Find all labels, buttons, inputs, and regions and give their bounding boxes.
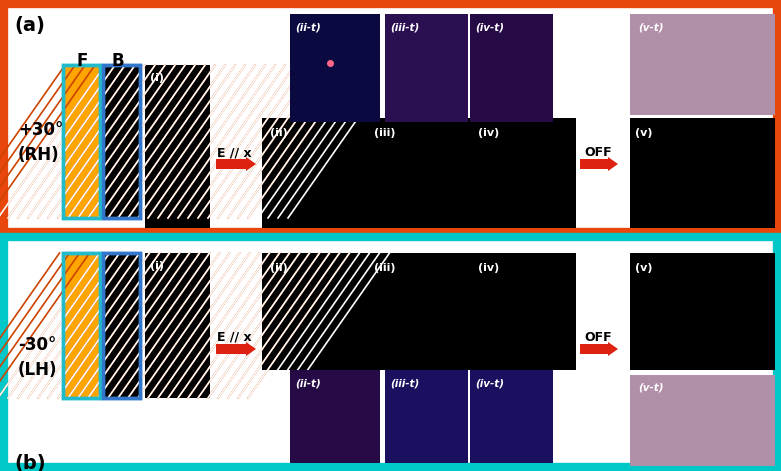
Bar xyxy=(4,4,777,232)
Text: (iii): (iii) xyxy=(374,128,395,138)
FancyArrow shape xyxy=(580,157,618,171)
FancyArrow shape xyxy=(580,342,618,356)
Text: E // x: E // x xyxy=(216,146,251,159)
Text: (iv-t): (iv-t) xyxy=(475,378,504,388)
Bar xyxy=(290,14,380,122)
Text: (RH): (RH) xyxy=(18,146,59,164)
Bar xyxy=(63,253,100,398)
Bar xyxy=(103,253,140,398)
Text: (iv-t): (iv-t) xyxy=(475,22,504,32)
Bar xyxy=(145,65,210,228)
Text: E // x: E // x xyxy=(216,331,251,344)
Text: (a): (a) xyxy=(14,16,45,35)
Text: (v): (v) xyxy=(635,128,652,138)
Text: (v-t): (v-t) xyxy=(638,22,664,32)
Bar xyxy=(470,14,553,122)
Text: (LH): (LH) xyxy=(18,361,58,379)
Bar xyxy=(630,375,775,466)
Bar xyxy=(4,237,777,467)
Bar xyxy=(63,65,100,218)
Text: (i): (i) xyxy=(150,73,164,83)
Bar xyxy=(262,118,576,228)
Bar xyxy=(385,14,468,122)
Bar xyxy=(103,65,140,218)
Text: (ii-t): (ii-t) xyxy=(295,378,321,388)
FancyArrow shape xyxy=(216,157,256,171)
Text: (v): (v) xyxy=(635,263,652,273)
Bar xyxy=(63,65,100,218)
Text: +30°: +30° xyxy=(18,121,63,139)
Bar xyxy=(630,118,775,228)
Text: (ii-t): (ii-t) xyxy=(295,22,321,32)
Text: (iii-t): (iii-t) xyxy=(390,378,419,388)
Bar xyxy=(630,253,775,370)
Bar xyxy=(103,253,140,398)
Text: OFF: OFF xyxy=(584,331,612,344)
Text: (v-t): (v-t) xyxy=(638,383,664,393)
Bar xyxy=(385,370,468,463)
Bar xyxy=(470,370,553,463)
Text: (iv): (iv) xyxy=(478,128,499,138)
Bar xyxy=(103,65,140,218)
Text: (i): (i) xyxy=(150,261,164,271)
Bar xyxy=(63,253,100,398)
Text: (iv): (iv) xyxy=(478,263,499,273)
Text: (ii): (ii) xyxy=(270,128,287,138)
Text: (b): (b) xyxy=(14,454,45,471)
FancyArrow shape xyxy=(216,342,256,356)
Text: F: F xyxy=(77,52,87,70)
Bar xyxy=(290,370,380,463)
Text: OFF: OFF xyxy=(584,146,612,159)
Text: (iii-t): (iii-t) xyxy=(390,22,419,32)
Bar xyxy=(145,253,210,398)
Text: -30°: -30° xyxy=(18,336,56,354)
Text: (iii): (iii) xyxy=(374,263,395,273)
Text: (ii): (ii) xyxy=(270,263,287,273)
Bar xyxy=(262,253,576,370)
Text: B: B xyxy=(112,52,124,70)
Bar xyxy=(630,14,775,115)
